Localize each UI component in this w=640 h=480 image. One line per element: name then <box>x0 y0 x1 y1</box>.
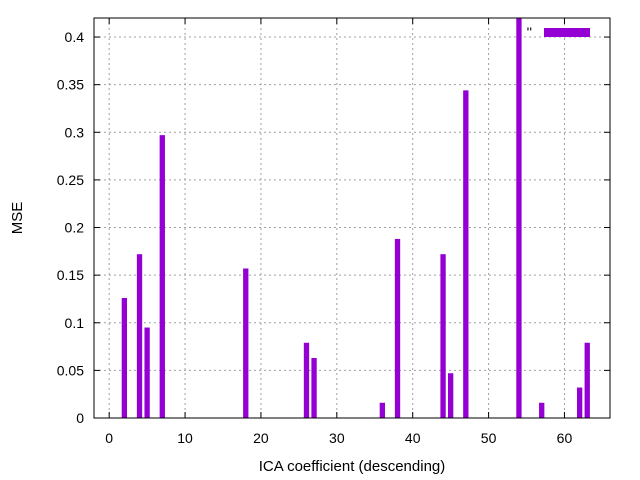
grid-lines <box>94 18 610 418</box>
bar <box>463 90 469 418</box>
x-tick-label: 0 <box>105 430 113 446</box>
legend: '' <box>527 24 590 40</box>
bar <box>311 358 317 418</box>
bar <box>159 135 165 418</box>
bar <box>121 298 128 418</box>
legend-swatch <box>544 28 590 37</box>
y-tick-label: 0.1 <box>65 315 85 331</box>
x-tick-label: 20 <box>253 430 269 446</box>
bar <box>243 268 249 418</box>
bar <box>584 342 590 418</box>
x-tick-label: 10 <box>177 430 193 446</box>
y-tick-label: 0.4 <box>65 29 85 45</box>
y-tick-label: 0.3 <box>65 124 85 140</box>
bar <box>447 373 454 418</box>
bar <box>440 254 446 418</box>
bar <box>394 238 401 418</box>
bar <box>379 402 386 418</box>
plot-frame <box>93 17 611 419</box>
x-axis-title: ICA coefficient (descending) <box>259 458 446 475</box>
x-tick-label: 40 <box>405 430 421 446</box>
y-tick-label: 0.15 <box>57 267 84 283</box>
y-axis-title: MSE <box>9 202 26 235</box>
bar <box>136 254 143 418</box>
bars <box>121 18 590 418</box>
x-tick-label: 30 <box>329 430 345 446</box>
ticks: 0 0.05 0.1 0.15 0.2 0.25 0.3 0.35 0.4 0 10 20 30 40 50… <box>57 18 610 446</box>
bar <box>539 402 545 418</box>
x-tick-label: 50 <box>481 430 497 446</box>
y-tick-label: 0.25 <box>57 172 84 188</box>
y-tick-label: 0.05 <box>57 362 84 378</box>
bar <box>303 342 310 418</box>
y-tick-label: 0.35 <box>57 77 84 93</box>
x-tick-label: 60 <box>557 430 573 446</box>
legend-label: '' <box>527 24 532 40</box>
bar <box>576 387 583 418</box>
bar <box>144 327 150 418</box>
y-tick-label: 0 <box>76 410 84 426</box>
bar <box>516 18 522 418</box>
y-tick-label: 0.2 <box>65 220 85 236</box>
